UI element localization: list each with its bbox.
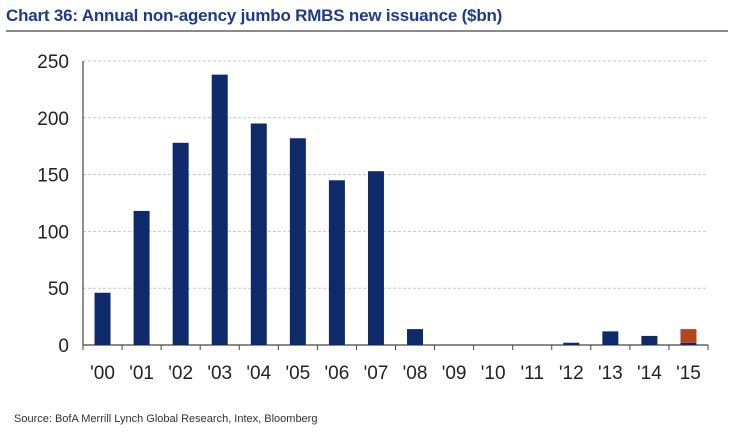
x-tick-label: '15 bbox=[676, 363, 701, 384]
chart-title: Chart 36: Annual non-agency jumbo RMBS n… bbox=[6, 6, 503, 25]
x-tick-label: '04 bbox=[246, 363, 271, 384]
bar-12-s0 bbox=[563, 342, 580, 345]
bar-02-s0 bbox=[172, 142, 189, 345]
x-tick-label: '07 bbox=[364, 363, 389, 384]
bar-15-s1 bbox=[680, 329, 697, 343]
bar-13-s0 bbox=[602, 331, 619, 345]
x-tick-label: '11 bbox=[521, 363, 544, 384]
x-tick-label: '00 bbox=[90, 363, 115, 384]
bar-08-s0 bbox=[407, 329, 424, 345]
bar-06-s0 bbox=[328, 180, 345, 345]
y-tick-label: 250 bbox=[37, 52, 69, 73]
bar-01-s0 bbox=[133, 210, 150, 345]
x-tick-label: '08 bbox=[403, 363, 428, 384]
y-tick-label: 150 bbox=[37, 166, 69, 187]
x-tick-label: '02 bbox=[168, 363, 193, 384]
y-tick-label: 200 bbox=[37, 109, 69, 130]
y-tick-label: 50 bbox=[48, 279, 69, 300]
x-tick-label: '06 bbox=[325, 363, 350, 384]
y-tick-label: 100 bbox=[37, 222, 69, 243]
bar-15-s0 bbox=[680, 342, 697, 345]
bar-04-s0 bbox=[250, 123, 267, 345]
bar-03-s0 bbox=[211, 74, 228, 345]
x-tick-label: '01 bbox=[129, 363, 154, 384]
title-bar: Chart 36: Annual non-agency jumbo RMBS n… bbox=[6, 4, 728, 32]
x-tick-label: '13 bbox=[598, 363, 623, 384]
x-tick-label: '09 bbox=[442, 363, 467, 384]
x-tick-label: '03 bbox=[207, 363, 232, 384]
y-tick-label: 0 bbox=[58, 336, 69, 357]
x-tick-label: '12 bbox=[559, 363, 584, 384]
x-tick-label: '14 bbox=[637, 363, 662, 384]
bar-00-s0 bbox=[94, 292, 111, 345]
x-tick-label: '05 bbox=[285, 363, 310, 384]
x-tick-label: '10 bbox=[481, 363, 506, 384]
bar-14-s0 bbox=[641, 335, 658, 345]
bar-07-s0 bbox=[367, 171, 384, 345]
source-note: Source: BofA Merrill Lynch Global Resear… bbox=[14, 413, 318, 425]
bar-05-s0 bbox=[289, 138, 306, 345]
